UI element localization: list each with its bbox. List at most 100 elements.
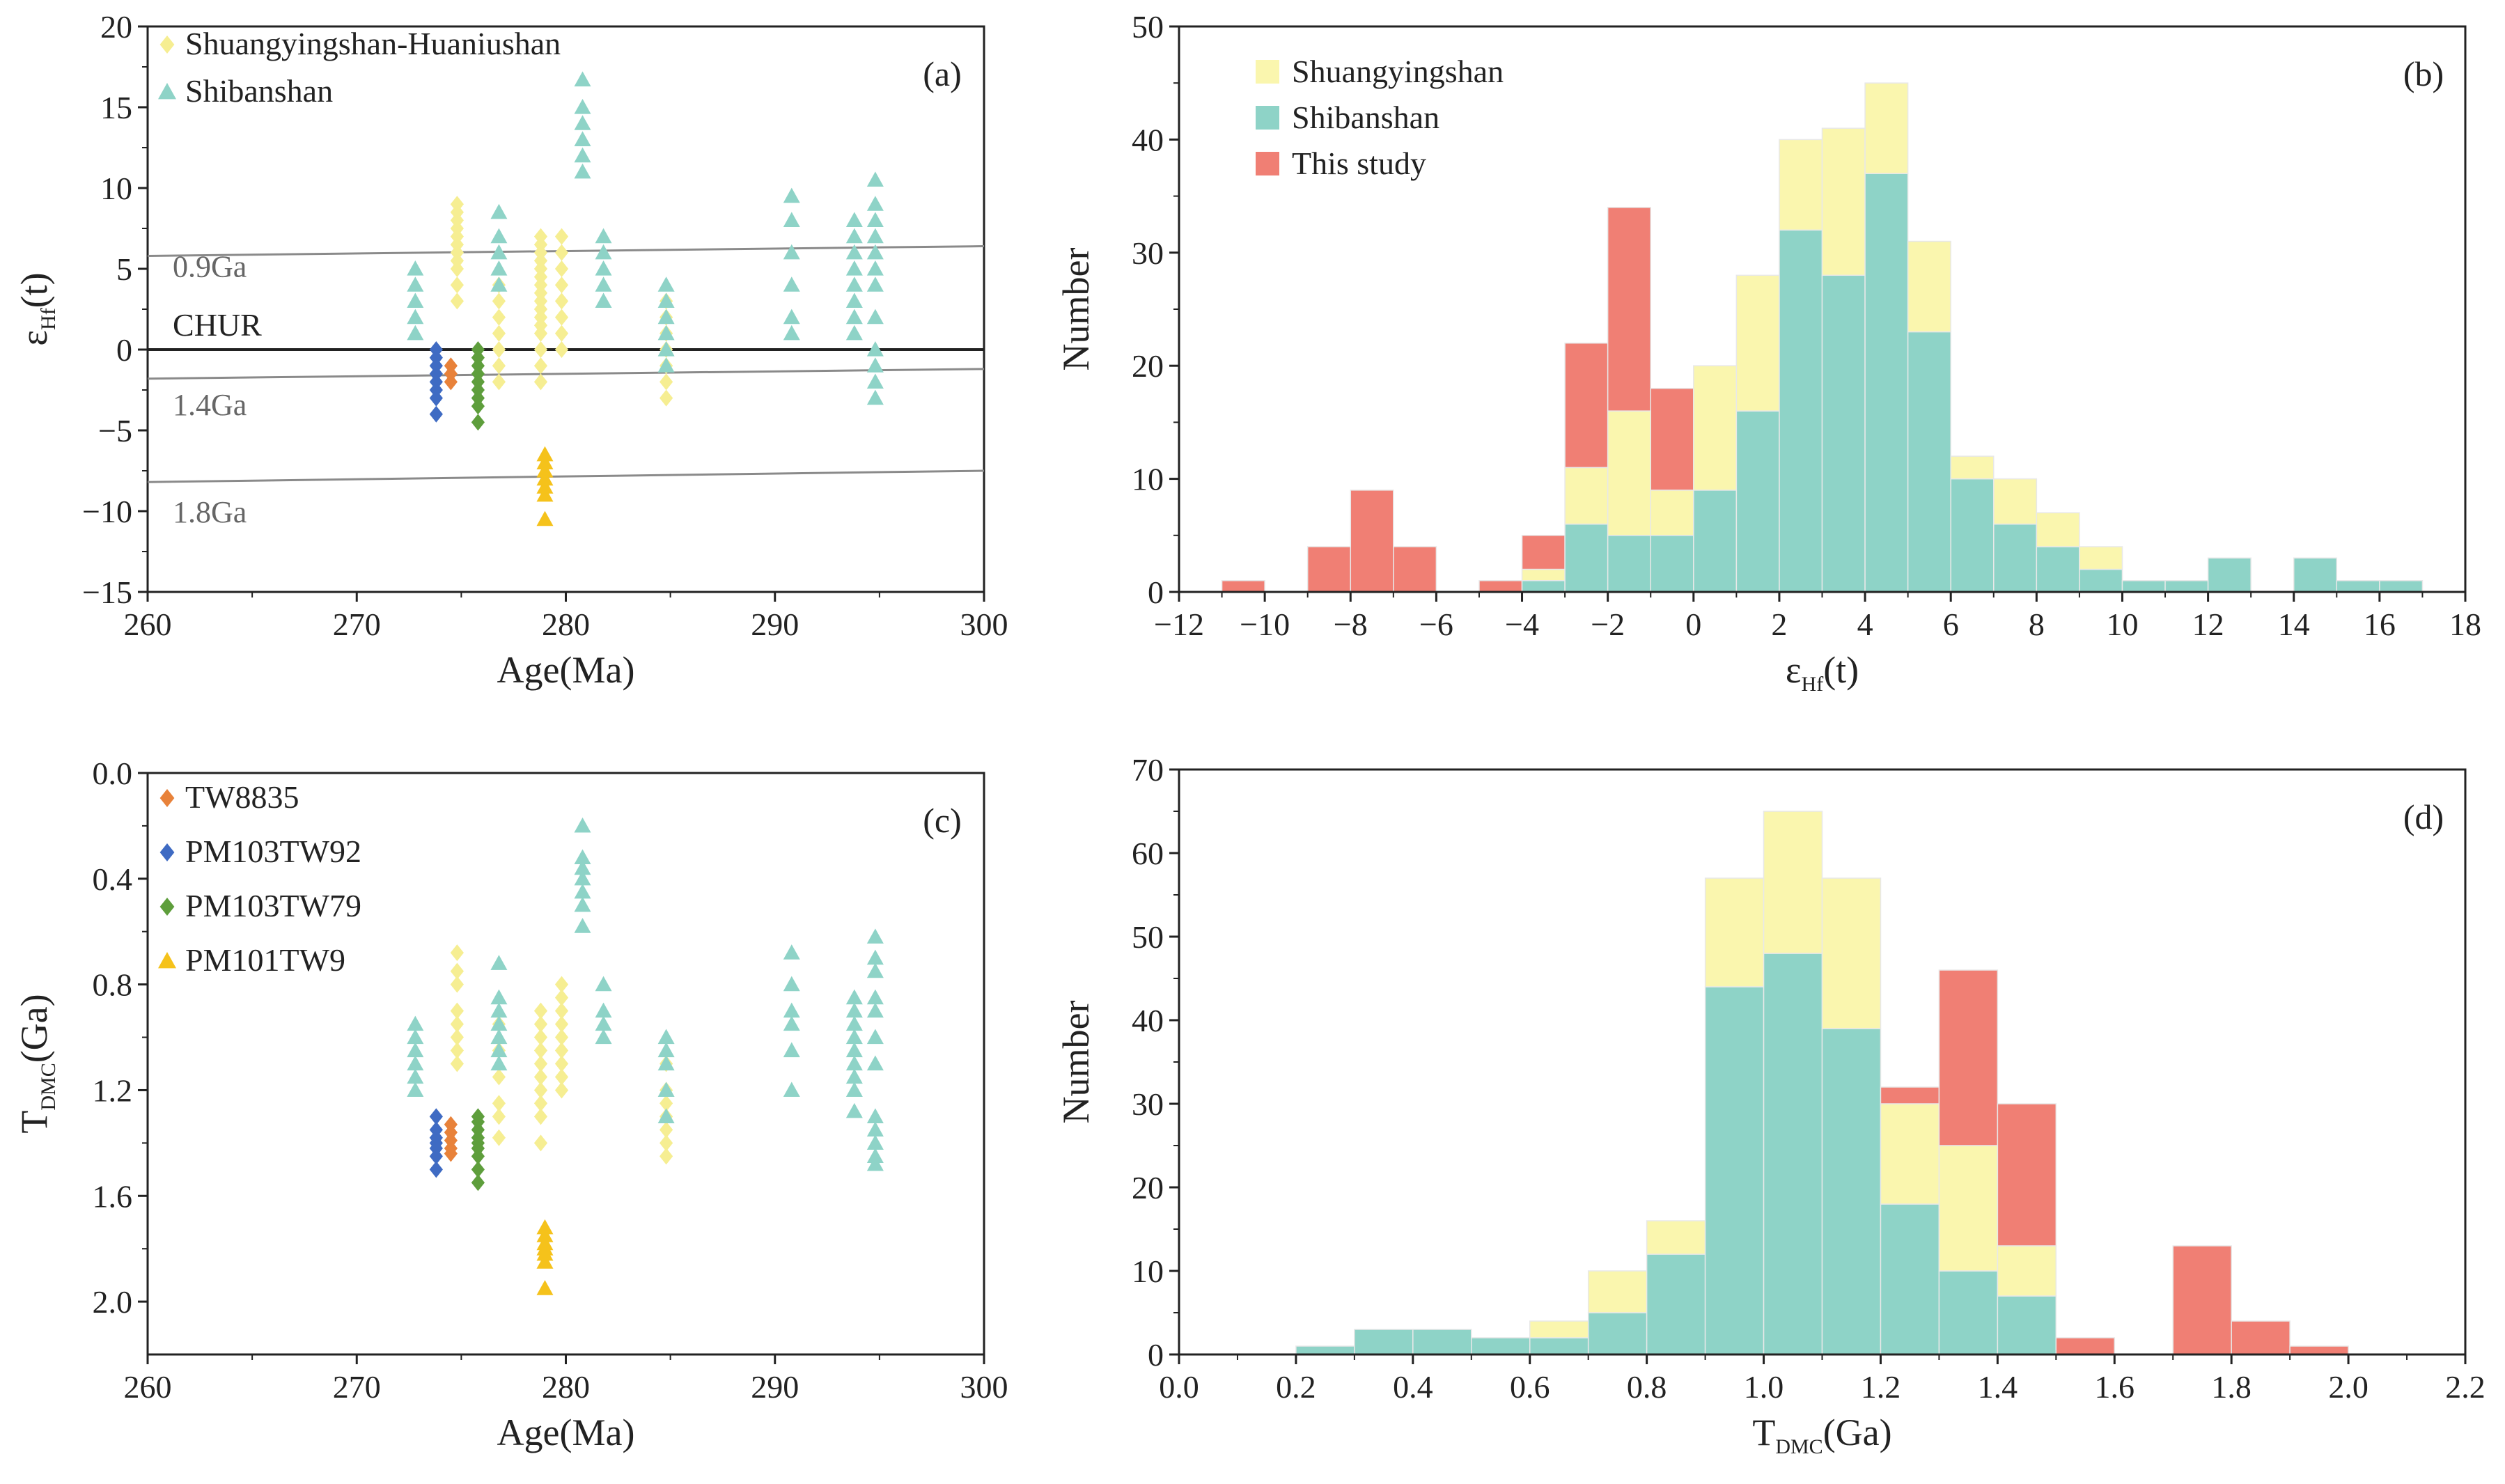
x-tick-label: 0.0	[1159, 1369, 1199, 1405]
data-point	[492, 341, 506, 358]
data-point	[574, 896, 591, 912]
x-axis-title: TDMC(Ga)	[1752, 1412, 1891, 1458]
data-point	[429, 341, 443, 358]
y-tick-label: 30	[1132, 1086, 1164, 1122]
histogram-bar-shuang	[1693, 365, 1738, 491]
reference-line	[147, 469, 985, 483]
y-tick-label: 0	[1148, 575, 1164, 610]
histogram-bar-study	[1478, 580, 1523, 593]
data-point	[533, 341, 548, 358]
data-point	[783, 276, 800, 292]
data-point	[866, 1055, 884, 1071]
histogram-bar-shiban	[1880, 1203, 1940, 1355]
histogram-bar-shiban	[1650, 535, 1694, 593]
legend-label: Shibanshan	[1292, 100, 1439, 135]
data-point	[783, 244, 800, 260]
data-point	[492, 1129, 506, 1146]
y-tick-label: 15	[100, 90, 132, 125]
data-point	[444, 1145, 458, 1162]
x-tick-label: 16	[2364, 607, 2396, 642]
data-point	[866, 260, 884, 276]
data-point	[866, 989, 884, 1005]
y-tick-label: 0.4	[93, 861, 133, 897]
x-axis-title-main: T	[1752, 1412, 1775, 1453]
data-point	[407, 1029, 424, 1045]
legend-marker	[159, 36, 175, 54]
histogram-bar-shiban	[1471, 1337, 1531, 1355]
histogram-bar-shuang	[1650, 490, 1694, 536]
y-tick-label: 0.0	[93, 756, 133, 791]
reference-line-label: CHUR	[173, 307, 262, 343]
x-axis-title-main: ε	[1786, 649, 1802, 691]
data-point	[657, 308, 675, 325]
data-point	[845, 1068, 863, 1084]
y-tick-label: 30	[1132, 235, 1164, 271]
data-point	[866, 244, 884, 260]
panel-d-histogram-tdmc: 0.0 0.2 0.4 0.6 0.8 1.0 1.2 1.4 1.6 1.8 2.0 2.2 0 10 2…	[1055, 752, 2486, 1458]
histogram-bar-study	[1650, 387, 1694, 491]
legend: Shuangyingshan Shibanshan This study	[1256, 54, 1504, 181]
histogram-bar-shiban	[2293, 557, 2338, 593]
plot-frame-top	[1178, 768, 2467, 1356]
histogram-bar-study	[2289, 1345, 2349, 1355]
data-point	[536, 510, 554, 526]
histogram-bar-shiban	[1693, 490, 1738, 593]
data-point	[492, 373, 506, 391]
data-point	[574, 71, 591, 87]
data-point	[450, 1002, 464, 1020]
data-point	[533, 1081, 548, 1099]
data-point	[845, 1081, 863, 1098]
histogram-bar-study	[2055, 1337, 2116, 1355]
data-point	[866, 171, 884, 187]
y-tick-label: 10	[100, 171, 132, 206]
data-point	[450, 944, 464, 962]
data-point	[783, 1081, 800, 1098]
x-tick-label: 1.4	[1978, 1369, 2018, 1405]
x-tick-label: 0	[1685, 607, 1701, 642]
data-point	[554, 228, 569, 245]
data-point	[866, 1108, 884, 1124]
histogram-bar-shuang	[1880, 1103, 1940, 1205]
y-tick-label: −10	[82, 494, 132, 529]
histogram-bar-shuang	[1864, 82, 1909, 174]
histogram-bar-shuang	[1607, 410, 1651, 536]
data-point	[574, 870, 591, 886]
histogram-bar-shiban	[1646, 1253, 1706, 1355]
histogram-bar-shiban	[1295, 1345, 1355, 1355]
histogram-bar-shuang	[1529, 1320, 1589, 1338]
data-point	[783, 944, 800, 960]
histogram-bar-shiban	[1607, 535, 1651, 593]
histogram-bar-shiban	[1779, 229, 1823, 593]
x-tick-label: 280	[542, 607, 590, 642]
x-tick-label: 270	[333, 1369, 381, 1405]
legend-label: PM103TW79	[185, 888, 361, 923]
data-point	[490, 989, 508, 1005]
data-point	[866, 1029, 884, 1045]
x-axis-title-tail: (t)	[1823, 649, 1859, 691]
data-point	[657, 341, 675, 357]
data-point	[492, 325, 506, 342]
data-point	[595, 260, 612, 276]
data-point	[554, 989, 569, 1006]
histogram-bar-shiban	[1587, 1312, 1648, 1355]
data-point	[407, 276, 424, 292]
data-point	[866, 1134, 884, 1150]
panel-tag: (a)	[923, 54, 962, 93]
data-point	[450, 1029, 464, 1046]
histogram-bar-shiban	[2079, 568, 2123, 593]
data-point	[783, 1015, 800, 1031]
data-point	[574, 849, 591, 865]
legend-label: PM103TW92	[185, 834, 361, 869]
data-point	[866, 949, 884, 965]
data-point	[450, 976, 464, 993]
histogram-bar-shuang	[1564, 467, 1609, 525]
histogram-bar-shiban	[1950, 478, 1995, 593]
legend-swatch	[1256, 60, 1279, 84]
legend-label: TW8835	[185, 779, 299, 815]
data-point	[533, 1042, 548, 1059]
data-point	[490, 276, 508, 292]
histogram-bar-shuang	[1950, 455, 1995, 480]
data-point	[783, 187, 800, 203]
histogram-bar-shuang	[1646, 1220, 1706, 1255]
data-point	[429, 1161, 443, 1178]
